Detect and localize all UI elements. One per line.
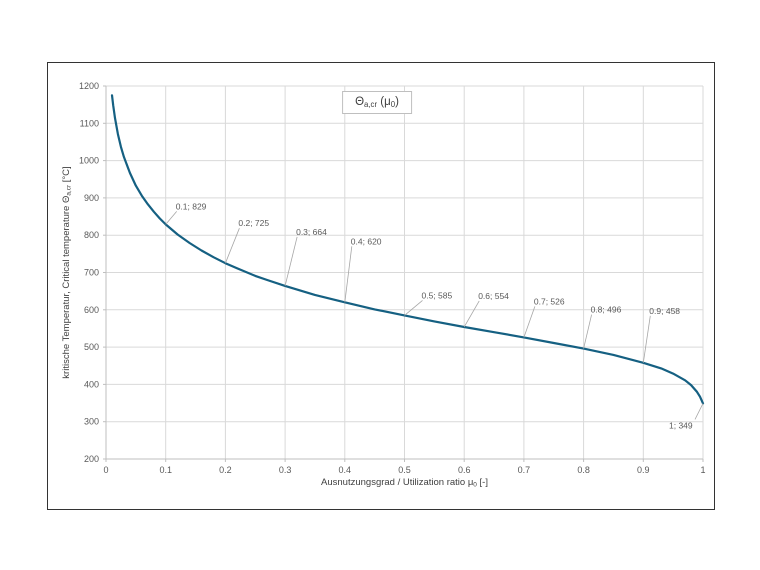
y-axis-title-sub: a,cr [65,184,73,196]
data-label-leader [344,246,353,303]
x-axis-title-sub: 0 [473,481,477,489]
data-label: 0.3; 664 [296,227,327,237]
chart-frame: 0 0.1 0.2 0.3 0.4 0.5 0.6 0.7 0.8 0.9 1 200 300 400 50… [47,62,715,510]
x-tick-label: 0.5 [398,465,411,475]
data-label: 0.4; 620 [351,236,382,246]
x-tick-label: 0.4 [339,465,352,475]
chart-plot-area: 0 0.1 0.2 0.3 0.4 0.5 0.6 0.7 0.8 0.9 120030040050… [79,81,706,475]
y-axis-title-unit: [°C] [61,166,72,185]
data-label: 0.5; 585 [422,290,453,300]
y-tick-label: 1000 [79,156,99,166]
y-tick-label: 300 [84,417,99,427]
x-tick-label: 0.3 [279,465,292,475]
chart-title-sub-0: 0 [390,99,396,109]
y-tick-label: 500 [84,342,99,352]
x-tick-label: 0.8 [577,465,590,475]
x-axis-title-text: Ausnutzungsgrad / Utilization ratio μ [321,477,474,488]
chart-title-sub-acr: a,cr [364,99,378,109]
y-tick-label: 600 [84,305,99,315]
y-tick-label: 1200 [79,81,99,91]
data-label: 0.2; 725 [238,218,269,228]
chart-title: Θa,cr (μ0) [342,91,412,114]
data-label-leader [225,228,240,264]
chart-title-theta: Θ [355,96,365,108]
data-label: 0.8; 496 [591,305,622,315]
y-tick-label: 1100 [80,118,99,128]
x-tick-label: 0 [103,465,108,475]
data-label-leader [523,306,536,338]
y-tick-label: 800 [84,230,99,240]
data-label-leader [642,315,651,363]
data-label-leader [583,314,592,349]
chart-title-close: ) [395,96,399,108]
data-label-leader [694,403,704,420]
x-tick-label: 0.1 [159,465,172,475]
y-tick-label: 700 [84,268,99,278]
data-label: 0.9; 458 [649,306,680,316]
y-axis-title: kritische Temperatur, Critical temperatu… [61,86,73,459]
data-label: 1; 349 [669,420,693,430]
data-label: 0.7; 526 [534,296,565,306]
data-label: 0.6; 554 [478,291,509,301]
y-axis-title-text: kritische Temperatur, Critical temperatu… [61,195,72,379]
data-label-leader [284,236,298,287]
y-tick-label: 900 [84,193,99,203]
x-tick-label: 0.6 [458,465,471,475]
y-tick-label: 400 [84,379,99,389]
x-tick-label: 0.2 [219,465,232,475]
x-axis-title-unit: [-] [476,477,488,488]
data-label-leader [463,300,480,328]
data-label-leader [404,300,423,316]
y-tick-label: 200 [84,454,99,464]
x-tick-label: 0.7 [518,465,531,475]
x-axis-title: Ausnutzungsgrad / Utilization ratio μ0 [… [106,477,703,489]
x-tick-label: 1 [700,465,705,475]
x-tick-label: 0.9 [637,465,650,475]
temperature-curve [110,94,705,405]
chart-title-mu: (μ [377,96,391,108]
data-label-leader [165,211,178,225]
data-label: 0.1; 829 [176,201,207,211]
